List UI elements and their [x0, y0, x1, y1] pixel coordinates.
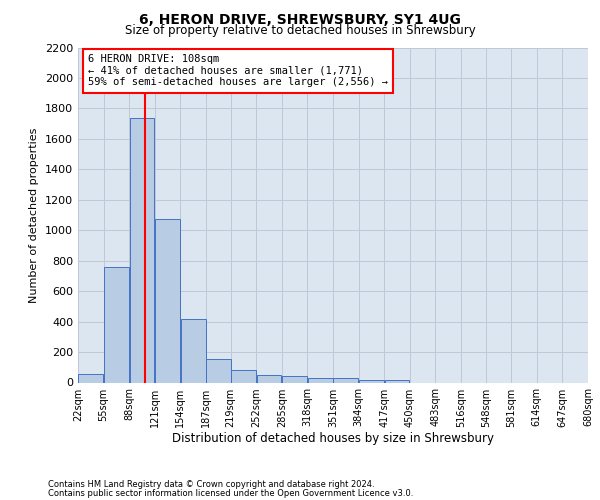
Bar — [308, 378, 332, 382]
Text: 6 HERON DRIVE: 108sqm
← 41% of detached houses are smaller (1,771)
59% of semi-d: 6 HERON DRIVE: 108sqm ← 41% of detached … — [88, 54, 388, 88]
Bar — [359, 380, 384, 382]
Bar — [231, 370, 256, 382]
Text: Contains public sector information licensed under the Open Government Licence v3: Contains public sector information licen… — [48, 489, 413, 498]
Text: 6, HERON DRIVE, SHREWSBURY, SY1 4UG: 6, HERON DRIVE, SHREWSBURY, SY1 4UG — [139, 12, 461, 26]
Bar — [79, 374, 103, 382]
Bar — [181, 320, 206, 382]
Text: Contains HM Land Registry data © Crown copyright and database right 2024.: Contains HM Land Registry data © Crown c… — [48, 480, 374, 489]
Bar — [257, 375, 281, 382]
Bar — [155, 219, 180, 382]
Bar — [130, 118, 154, 382]
Bar — [385, 380, 409, 382]
Bar — [334, 378, 358, 382]
Bar — [206, 359, 231, 382]
Bar — [104, 267, 129, 382]
Y-axis label: Number of detached properties: Number of detached properties — [29, 128, 40, 302]
Bar — [282, 376, 307, 382]
Text: Size of property relative to detached houses in Shrewsbury: Size of property relative to detached ho… — [125, 24, 475, 37]
X-axis label: Distribution of detached houses by size in Shrewsbury: Distribution of detached houses by size … — [172, 432, 494, 446]
